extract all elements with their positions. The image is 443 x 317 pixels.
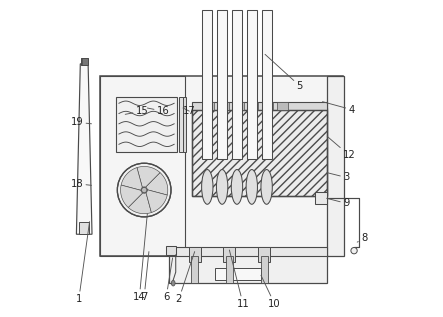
- Text: 1: 1: [76, 222, 89, 304]
- Bar: [277, 102, 288, 110]
- Bar: [226, 256, 233, 283]
- Bar: [262, 102, 273, 110]
- Text: 4: 4: [323, 102, 355, 114]
- Bar: [247, 10, 257, 158]
- Bar: [183, 97, 186, 152]
- Circle shape: [351, 248, 357, 254]
- Bar: [261, 10, 272, 158]
- Text: 15: 15: [125, 106, 148, 116]
- Bar: [191, 102, 327, 110]
- Bar: [166, 246, 176, 255]
- Ellipse shape: [246, 170, 257, 204]
- Ellipse shape: [231, 170, 243, 204]
- Bar: [223, 247, 235, 262]
- Bar: [202, 102, 214, 110]
- Text: 12: 12: [327, 136, 356, 160]
- Circle shape: [117, 163, 171, 217]
- Text: 6: 6: [163, 258, 173, 302]
- Circle shape: [141, 187, 147, 193]
- Bar: [218, 102, 229, 110]
- Bar: [191, 108, 327, 196]
- Bar: [189, 247, 201, 262]
- Text: 7: 7: [141, 252, 149, 302]
- Polygon shape: [120, 185, 143, 208]
- Bar: [260, 256, 268, 283]
- Text: 3: 3: [327, 172, 349, 183]
- Bar: [169, 247, 327, 256]
- Polygon shape: [76, 64, 92, 234]
- Bar: [232, 102, 244, 110]
- Bar: [217, 10, 227, 158]
- Text: 19: 19: [70, 117, 91, 127]
- Bar: [100, 76, 185, 256]
- Ellipse shape: [261, 170, 272, 204]
- Text: 11: 11: [229, 250, 249, 309]
- Ellipse shape: [217, 170, 228, 204]
- Polygon shape: [137, 166, 160, 187]
- Text: 2: 2: [176, 252, 194, 304]
- Text: 16: 16: [148, 106, 170, 116]
- Bar: [116, 97, 177, 152]
- Bar: [81, 58, 88, 65]
- Bar: [100, 76, 343, 256]
- Bar: [79, 222, 89, 234]
- Text: 18: 18: [70, 179, 91, 189]
- Text: 9: 9: [326, 198, 350, 208]
- Bar: [215, 268, 261, 280]
- Text: 10: 10: [261, 275, 281, 309]
- Text: 17: 17: [183, 106, 196, 116]
- Ellipse shape: [171, 280, 175, 286]
- Bar: [179, 97, 183, 152]
- Bar: [258, 247, 270, 262]
- Text: 8: 8: [357, 233, 367, 243]
- Text: 14: 14: [133, 214, 148, 302]
- Polygon shape: [146, 190, 167, 212]
- Bar: [315, 192, 326, 204]
- Bar: [202, 10, 212, 158]
- Bar: [191, 110, 327, 196]
- Polygon shape: [128, 193, 152, 214]
- Bar: [169, 255, 327, 283]
- Polygon shape: [121, 168, 142, 190]
- Polygon shape: [146, 172, 168, 195]
- Ellipse shape: [202, 170, 213, 204]
- Text: 5: 5: [265, 54, 303, 91]
- Bar: [247, 102, 258, 110]
- Bar: [191, 256, 198, 283]
- Bar: [327, 76, 344, 256]
- Bar: [232, 10, 242, 158]
